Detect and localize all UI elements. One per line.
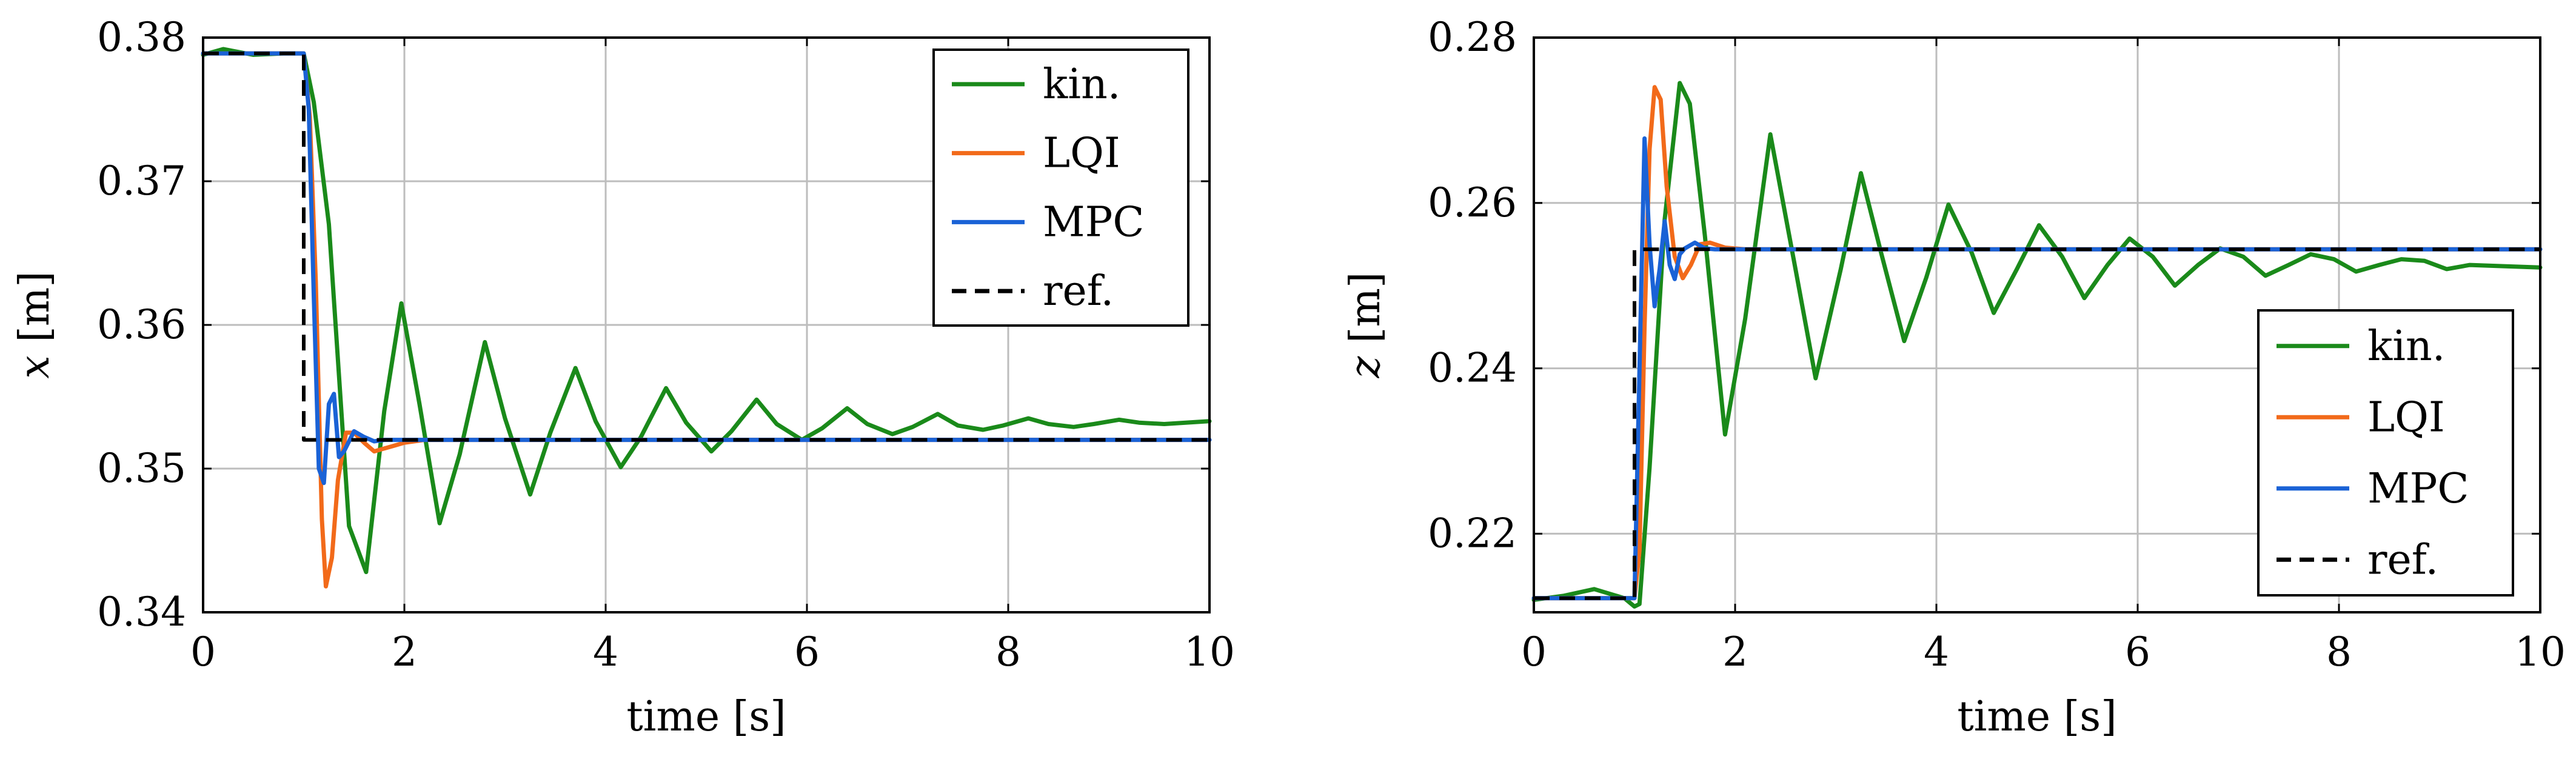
legend-label: MPC [1043, 198, 1144, 246]
ytick-label: 0.36 [97, 301, 186, 348]
ticks [202, 36, 1211, 613]
legend-label: LQI [2367, 393, 2445, 441]
legend-box [932, 48, 1189, 327]
legend-entry-kin: kin. [2277, 323, 2445, 370]
legend: kin. LQI MPC ref. [2257, 309, 2514, 597]
xtick-label: 6 [794, 629, 820, 675]
y-axis-unit: [m] [1342, 272, 1390, 356]
xtick-label: 6 [2125, 629, 2150, 675]
ytick-label: 0.24 [1428, 345, 1517, 392]
xtick-label: 10 [1184, 629, 1235, 675]
series-lines [1531, 81, 2543, 609]
ytick-label: 0.37 [97, 158, 186, 204]
y-axis-label: x [m] [11, 271, 59, 379]
y-axis-unit: [m] [11, 271, 59, 355]
legend-entry-lqi: LQI [2277, 393, 2445, 441]
ytick-label: 0.28 [1428, 14, 1517, 61]
legend-entry-lqi: LQI [952, 130, 1120, 178]
xtick-label: 4 [593, 629, 618, 675]
xtick-label: 0 [190, 629, 216, 675]
series-line-kin [201, 47, 1212, 575]
xtick-label: 8 [2326, 629, 2352, 675]
ytick-label: 0.26 [1428, 179, 1517, 226]
ytick-label: 0.38 [97, 14, 186, 61]
plot-z-position: 0 2 4 6 8 10 0.22 0.24 0.26 0.28 time [s… [1342, 14, 2566, 741]
ytick-label: 0.34 [97, 589, 186, 635]
plot-x-position: 0 2 4 6 8 10 0.34 0.35 0.36 0.37 0.38 ti… [11, 14, 1235, 741]
ytick-label: 0.22 [1428, 510, 1517, 556]
legend-entry-mpc: MPC [952, 198, 1144, 246]
xtick-label: 2 [392, 629, 417, 675]
xtick-label: 4 [1924, 629, 1949, 675]
legend-box [2257, 309, 2514, 597]
ytick-label: 0.35 [97, 445, 186, 492]
plot-frame [1533, 36, 2541, 613]
legend-label: ref. [2367, 536, 2438, 584]
legend-entry-ref: ref. [952, 267, 1114, 315]
series-lines [201, 47, 1212, 589]
ticks [1533, 36, 2541, 612]
series-line-lqi [1531, 85, 2543, 601]
series-line-ref [203, 52, 1209, 442]
xtick-label: 2 [1722, 629, 1748, 675]
series-line-kin [1531, 81, 2543, 609]
y-axis-label: z [m] [1342, 272, 1390, 379]
legend-entry-kin: kin. [952, 61, 1120, 109]
legend-label: kin. [1043, 61, 1120, 109]
x-axis-label: time [s] [1957, 693, 2116, 741]
xtick-label: 0 [1521, 629, 1547, 675]
legend-entry-ref: ref. [2277, 536, 2438, 584]
series-line-ref [1534, 247, 2540, 600]
y-axis-variable: x [11, 355, 59, 378]
x-axis-label: time [s] [626, 693, 786, 741]
xtick-label: 10 [2515, 629, 2566, 675]
legend: kin. LQI MPC ref. [932, 48, 1189, 327]
xtick-label: 8 [995, 629, 1021, 675]
legend-label: MPC [2367, 465, 2469, 513]
legend-label: ref. [1043, 267, 1114, 315]
y-axis-variable: z [1342, 355, 1390, 378]
legend-label: LQI [1043, 130, 1120, 178]
legend-entry-mpc: MPC [2277, 465, 2469, 513]
legend-label: kin. [2367, 323, 2445, 370]
